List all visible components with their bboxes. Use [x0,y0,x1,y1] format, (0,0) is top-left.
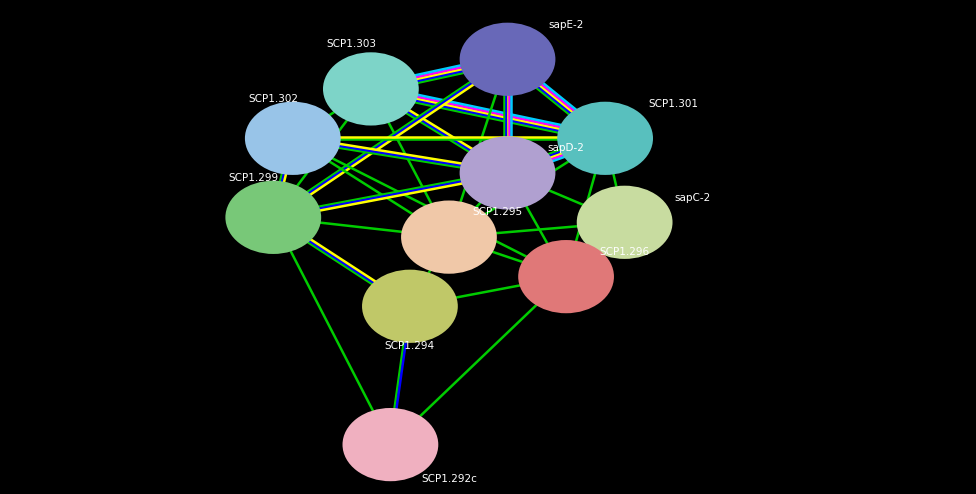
Text: SCP1.303: SCP1.303 [326,40,377,49]
Ellipse shape [324,53,418,124]
Ellipse shape [226,182,320,253]
Text: SCP1.292c: SCP1.292c [421,474,477,484]
Ellipse shape [344,409,437,480]
Ellipse shape [402,202,496,273]
Ellipse shape [558,103,652,174]
Text: sapD-2: sapD-2 [548,143,585,153]
Text: sapC-2: sapC-2 [674,193,712,203]
Ellipse shape [461,137,554,208]
Text: SCP1.299: SCP1.299 [228,173,279,183]
Text: SCP1.302: SCP1.302 [248,94,299,104]
Ellipse shape [461,24,554,95]
Ellipse shape [519,241,613,312]
Text: SCP1.301: SCP1.301 [648,99,699,109]
Ellipse shape [246,103,340,174]
Text: SCP1.295: SCP1.295 [472,207,523,217]
Text: SCP1.296: SCP1.296 [599,247,650,257]
Text: sapE-2: sapE-2 [549,20,584,30]
Ellipse shape [578,187,671,258]
Text: SCP1.294: SCP1.294 [385,341,435,351]
Ellipse shape [363,271,457,342]
